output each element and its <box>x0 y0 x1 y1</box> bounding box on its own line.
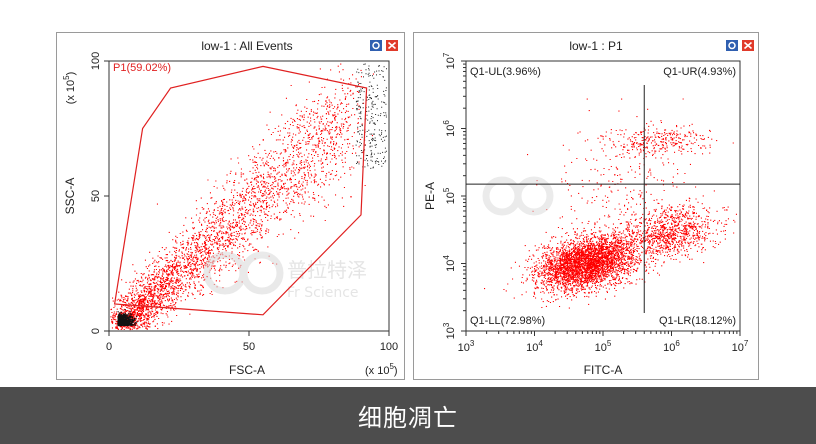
settings-icon[interactable] <box>370 40 382 51</box>
tick-label: 106 <box>663 339 680 354</box>
watermark <box>482 176 554 216</box>
tick-label: 103 <box>442 322 457 339</box>
quadrant-lr-label: Q1-LR(18.12%) <box>659 315 736 327</box>
tick-label: 104 <box>526 339 543 354</box>
fitc-pe-plot-panel: low-1 : P1 Q1-UL(3.96%) Q1-UR(4.93%) Q1-… <box>413 32 759 380</box>
plot-area <box>465 60 741 332</box>
gate-p1-label: P1(59.02%) <box>113 62 171 74</box>
tick-label: 107 <box>442 52 457 69</box>
plot-title: low-1 : All Events <box>201 39 292 53</box>
watermark-cn: 普拉特泽 <box>287 258 367 282</box>
quadrant-ul-label: Q1-UL(3.96%) <box>470 66 541 78</box>
tick-label: 106 <box>442 120 457 137</box>
x-axis-label: FITC-A <box>584 363 623 377</box>
x-tick-label: 100 <box>380 341 398 353</box>
caption-text: 细胞凋亡 <box>358 404 458 432</box>
x-axis-label: FSC-A <box>229 363 265 377</box>
y-tick-label: 50 <box>90 190 102 202</box>
tick-label: 104 <box>442 255 457 272</box>
x-tick-label: 0 <box>106 341 112 353</box>
quadrant-ll-label: Q1-LL(72.98%) <box>470 315 545 327</box>
y-axis-unit: (x 105) <box>62 72 77 105</box>
watermark: 普拉特泽 Fr Science <box>203 251 367 301</box>
y-tick-label: 100 <box>90 52 102 70</box>
close-icon[interactable] <box>386 40 398 51</box>
watermark-en: Fr Science <box>287 285 359 301</box>
tick-label: 103 <box>458 339 475 354</box>
plot-title: low-1 : P1 <box>569 39 623 53</box>
tick-label: 107 <box>732 339 749 354</box>
fsc-ssc-plot-panel: low-1 : All Events 普拉特泽 Fr Science P1(59… <box>56 32 405 380</box>
y-tick-label: 0 <box>90 328 102 334</box>
settings-icon[interactable] <box>726 40 738 51</box>
quadrant-ur-label: Q1-UR(4.93%) <box>663 66 736 78</box>
axis-ticks: 0 50 100 0 50 100 <box>90 52 398 353</box>
gate-p1[interactable] <box>113 65 368 316</box>
x-tick-label: 50 <box>243 341 255 353</box>
fitc-pe-plot: low-1 : P1 Q1-UL(3.96%) Q1-UR(4.93%) Q1-… <box>423 39 754 377</box>
close-icon[interactable] <box>742 40 754 51</box>
y-axis-label: SSC-A <box>63 178 77 215</box>
edge-events <box>355 63 387 169</box>
tick-label: 105 <box>595 339 612 354</box>
tick-label: 105 <box>442 187 457 204</box>
quadrant-gate[interactable] <box>466 85 740 313</box>
fsc-ssc-plot: low-1 : All Events 普拉特泽 Fr Science P1(59… <box>62 39 398 377</box>
debris-events <box>117 309 138 327</box>
y-axis-label: PE-A <box>423 182 437 210</box>
quadrant-labels: Q1-UL(3.96%) Q1-UR(4.93%) Q1-LL(72.98%) … <box>470 66 736 327</box>
x-axis-unit: (x 105) <box>365 362 398 377</box>
caption-bar: 细胞凋亡 <box>0 387 816 444</box>
